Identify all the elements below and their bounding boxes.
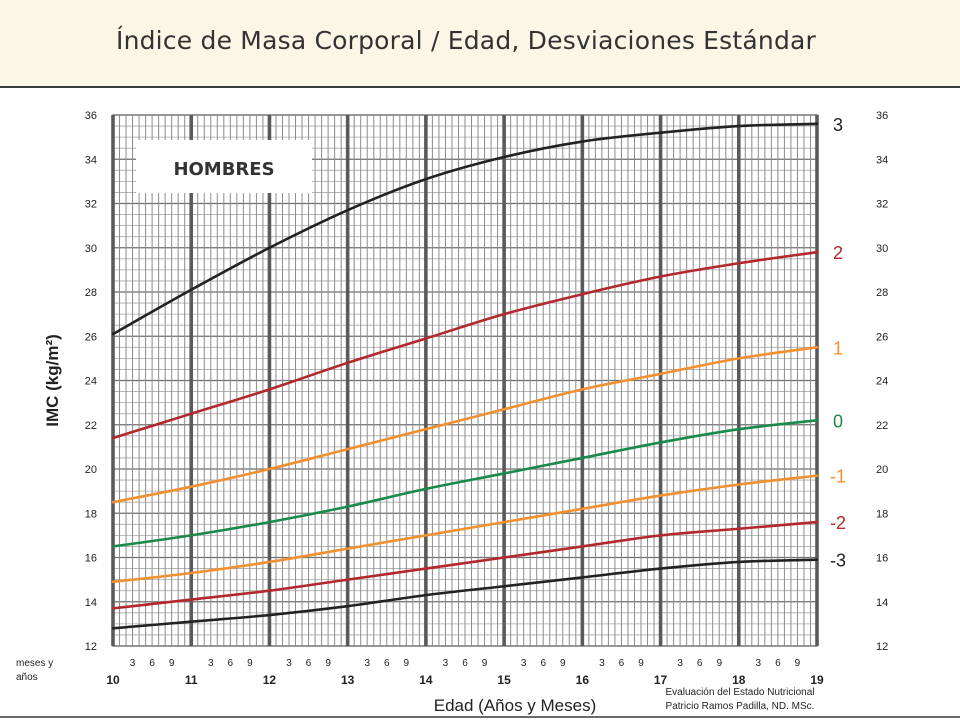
y-tick-label-right: 24 <box>876 376 888 388</box>
y-tick-label-right: 16 <box>876 553 888 565</box>
y-tick-label-left: 28 <box>85 287 97 299</box>
series-line-3 <box>111 122 819 336</box>
y-tick-label-left: 36 <box>85 110 97 122</box>
month-tick-label: 3 <box>208 658 214 669</box>
month-tick-label: 9 <box>169 658 175 669</box>
month-tick-label: 6 <box>697 658 703 669</box>
year-tick-label: 19 <box>810 673 824 687</box>
y-tick-label-left: 30 <box>85 243 97 255</box>
y-tick-label-right: 30 <box>876 243 888 255</box>
month-tick-label: 9 <box>247 658 253 669</box>
month-tick-label: 6 <box>540 658 546 669</box>
year-tick-label: 18 <box>732 673 746 687</box>
bottom-rule <box>0 716 960 718</box>
sex-label-box <box>136 140 312 193</box>
y-tick-label-left: 26 <box>85 331 97 343</box>
series-line--2 <box>111 520 819 610</box>
month-tick-label: 9 <box>638 658 644 669</box>
month-tick-label: 3 <box>521 658 527 669</box>
y-tick-label-right: 26 <box>876 331 888 343</box>
month-tick-label: 6 <box>775 658 781 669</box>
header-banner: Índice de Masa Corporal / Edad, Desviaci… <box>0 0 960 88</box>
year-tick-label: 11 <box>185 673 198 687</box>
y-tick-label-right: 34 <box>876 154 888 166</box>
y-tick-label-right: 36 <box>876 110 888 122</box>
series-label--2: -2 <box>830 513 846 533</box>
credit-line-1: Evaluación del Estado Nutricional <box>665 687 815 698</box>
series-label-0: 0 <box>833 411 843 431</box>
year-tick-label: 13 <box>341 673 355 687</box>
series-line--3 <box>111 558 819 630</box>
month-tick-label: 6 <box>619 658 625 669</box>
y-tick-label-right: 18 <box>876 508 888 520</box>
year-tick-label: 15 <box>497 673 511 687</box>
y-axis-label: IMC (kg/m²) <box>43 334 62 427</box>
series-label--1: -1 <box>830 467 846 487</box>
series-line-0 <box>111 419 819 548</box>
page-title: Índice de Masa Corporal / Edad, Desviaci… <box>116 26 817 55</box>
x-caption-line-2: años <box>16 672 38 683</box>
y-tick-label-left: 16 <box>85 553 97 565</box>
series-line--1 <box>111 474 819 584</box>
year-tick-label: 16 <box>576 673 590 687</box>
series-label-2: 2 <box>833 243 843 263</box>
year-tick-label: 17 <box>654 673 668 687</box>
y-tick-label-left: 32 <box>85 199 97 211</box>
credit-line-2: Patricio Ramos Padilla, ND. MSc. <box>665 701 815 712</box>
y-tick-label-left: 12 <box>85 641 97 653</box>
month-tick-label: 3 <box>130 658 136 669</box>
month-tick-label: 6 <box>462 658 468 669</box>
sex-label: HOMBRES <box>173 159 274 180</box>
y-tick-label-left: 18 <box>85 508 97 520</box>
y-tick-label-left: 20 <box>85 464 97 476</box>
y-tick-label-right: 20 <box>876 464 888 476</box>
y-tick-label-right: 22 <box>876 420 888 432</box>
y-tick-label-left: 24 <box>85 376 97 388</box>
y-tick-label-right: 12 <box>876 641 888 653</box>
month-tick-label: 9 <box>404 658 410 669</box>
series-line-2 <box>111 250 819 440</box>
month-tick-label: 3 <box>599 658 605 669</box>
month-tick-label: 9 <box>716 658 722 669</box>
x-caption-line-1: meses y <box>16 658 53 669</box>
month-tick-label: 3 <box>443 658 449 669</box>
series-line-1 <box>111 346 819 504</box>
y-tick-label-left: 34 <box>85 154 97 166</box>
y-tick-label-right: 28 <box>876 287 888 299</box>
month-tick-label: 9 <box>560 658 566 669</box>
month-tick-label: 9 <box>795 658 801 669</box>
month-tick-label: 6 <box>228 658 234 669</box>
month-tick-label: 3 <box>364 658 370 669</box>
y-tick-label-right: 32 <box>876 199 888 211</box>
month-tick-label: 3 <box>677 658 683 669</box>
year-tick-label: 10 <box>106 673 120 687</box>
series-label--3: -3 <box>830 551 846 571</box>
y-tick-label-right: 14 <box>876 597 888 609</box>
month-tick-label: 9 <box>482 658 488 669</box>
month-tick-label: 3 <box>286 658 292 669</box>
month-tick-label: 9 <box>325 658 331 669</box>
month-tick-label: 6 <box>306 658 312 669</box>
month-tick-label: 6 <box>149 658 155 669</box>
month-tick-label: 6 <box>384 658 390 669</box>
series-label-1: 1 <box>833 338 843 358</box>
year-tick-label: 12 <box>263 673 277 687</box>
credit-block: Evaluación del Estado Nutricional Patric… <box>630 686 850 714</box>
x-axis-label: Edad (Años y Meses) <box>434 696 597 715</box>
y-tick-label-left: 14 <box>85 597 97 609</box>
year-tick-label: 14 <box>419 673 433 687</box>
y-tick-label-left: 22 <box>85 420 97 432</box>
series-label-3: 3 <box>833 115 843 135</box>
month-tick-label: 3 <box>756 658 762 669</box>
